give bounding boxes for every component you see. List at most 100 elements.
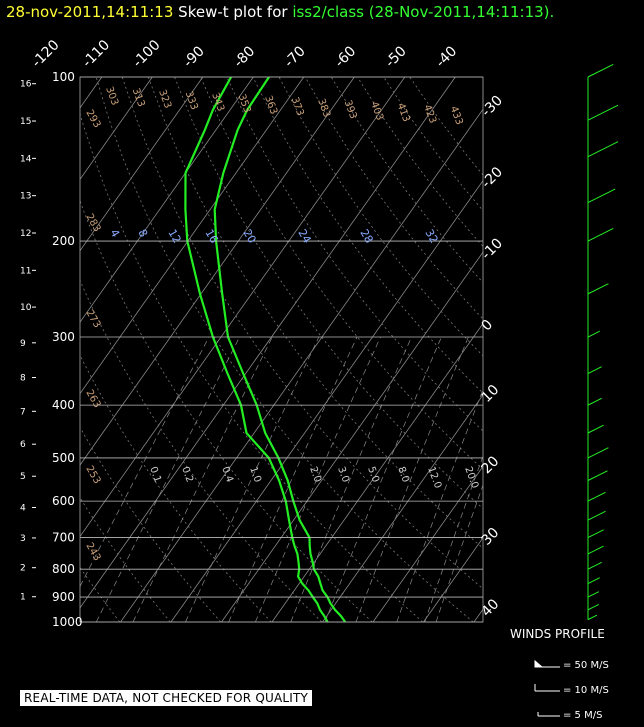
top-temp-label: -60 <box>332 43 359 70</box>
quality-note: REAL-TIME DATA, NOT CHECKED FOR QUALITY <box>20 690 313 706</box>
lower-mixing-ratio-label: 0.4 <box>219 465 235 484</box>
pressure-tick-label: 400 <box>52 398 75 412</box>
mixing-ratio-line <box>228 336 358 622</box>
mixing-ratio-line <box>424 455 483 622</box>
isotherm-line <box>80 77 103 109</box>
mixing-ratio-label: 32 <box>422 227 440 246</box>
dry-adiabat-label: 273 <box>83 308 102 330</box>
isotherm-line <box>80 77 254 323</box>
height-tick-label: 16 <box>20 80 32 90</box>
wind-barb <box>587 545 604 555</box>
wind-barb <box>587 491 606 502</box>
right-temp-label: 30 <box>479 525 503 549</box>
height-tick-label: 4 <box>20 503 26 513</box>
mixing-ratio-label: 24 <box>295 227 313 246</box>
barb-legend-5: = 5 M/S <box>563 710 603 721</box>
top-temp-label: -50 <box>382 43 409 70</box>
title-bar: 28-nov-2011,14:11:13 Skew-t plot for iss… <box>6 3 554 21</box>
dry-adiabat-label: 373 <box>289 96 306 118</box>
wind-barb <box>587 366 602 374</box>
height-tick-label: 1 <box>20 593 26 603</box>
barb-legend-10: = 10 M/S <box>563 685 609 696</box>
height-tick-label: 6 <box>20 440 26 450</box>
dry-adiabat-label: 363 <box>262 94 279 116</box>
plot-frame <box>79 76 484 623</box>
wind-barb <box>587 470 608 481</box>
wind-barb <box>587 283 609 295</box>
dry-adiabat <box>174 77 483 510</box>
lower-mixing-ratio-label: 12.0 <box>425 465 443 490</box>
height-tick-label: 15 <box>20 117 31 127</box>
mixing-ratio-label: 4 <box>107 227 122 240</box>
dry-adiabat <box>80 426 222 622</box>
wind-barb <box>587 577 600 584</box>
mixing-ratio-line <box>396 388 483 622</box>
lower-mixing-ratio-label: 5.0 <box>365 465 381 484</box>
dry-adiabat-label: 403 <box>368 100 385 122</box>
mixing-ratio-line <box>435 483 483 622</box>
right-temp-label: 0 <box>479 317 497 335</box>
dry-adiabat <box>357 77 483 247</box>
lower-mixing-ratio-label: 0.2 <box>179 465 195 484</box>
isotherm-line <box>423 537 483 622</box>
mixing-ratio-line <box>185 336 320 622</box>
dry-adiabat-label: 333 <box>183 90 200 112</box>
wind-barb <box>587 141 619 158</box>
wind-barb <box>587 614 598 621</box>
dry-adiabat <box>80 199 373 622</box>
isotherm-line <box>80 77 204 252</box>
top-temp-label: -90 <box>180 43 207 70</box>
right-temp-label: 10 <box>479 382 503 406</box>
wind-barb <box>587 228 614 242</box>
isotherm-line <box>221 251 483 622</box>
isotherm-line <box>80 77 153 180</box>
wind-barb <box>587 63 614 78</box>
pressure-tick-label: 500 <box>52 451 75 465</box>
temperature-profile-line <box>213 77 347 622</box>
isotherm-line <box>80 77 355 466</box>
wind-barb <box>587 510 606 521</box>
dry-adiabat-label: 293 <box>83 108 102 130</box>
source-label: iss2/class (28-Nov-2011,14:11:13). <box>292 3 555 21</box>
lower-mixing-ratio-label: 2.0 <box>307 465 323 484</box>
dry-adiabat-label: 413 <box>395 102 412 124</box>
dry-adiabat <box>95 77 474 622</box>
isotherm-line <box>80 77 305 395</box>
height-tick-label: 14 <box>20 154 32 164</box>
isotherm-line <box>322 394 483 622</box>
isotherm-line <box>170 180 483 622</box>
pressure-tick-label: 1000 <box>52 615 83 629</box>
mixing-ratio-line <box>95 336 240 622</box>
dry-adiabat <box>304 77 483 320</box>
top-temp-label: -70 <box>281 43 308 70</box>
pressure-tick-label: 200 <box>52 234 75 248</box>
wind-barb <box>587 561 602 570</box>
winds-profile-label: WINDS PROFILE <box>510 627 605 641</box>
mixing-ratio-label: 12 <box>165 227 183 246</box>
height-tick-label: 9 <box>20 339 26 349</box>
height-tick-label: 11 <box>20 266 31 276</box>
wind-barb <box>587 330 600 338</box>
pressure-tick-label: 600 <box>52 494 75 508</box>
dry-adiabat <box>383 77 483 212</box>
pressure-tick-label: 100 <box>52 70 75 84</box>
skew-t-chart: 1002003004005006007008009001000123456789… <box>20 37 619 629</box>
wind-barb <box>587 397 602 406</box>
top-temp-label: -100 <box>130 37 164 71</box>
lower-mixing-ratio-label: 8.0 <box>395 465 411 484</box>
mixing-ratio-label: 28 <box>357 227 375 246</box>
height-tick-label: 3 <box>20 534 26 544</box>
lower-mixing-ratio-label: 1.0 <box>247 465 263 484</box>
dry-adiabat-label: 283 <box>83 212 102 234</box>
barb-legend-icons <box>534 659 560 717</box>
isotherm-line <box>80 77 406 538</box>
dry-adiabat-label: 393 <box>342 99 359 121</box>
wind-barb <box>587 447 609 459</box>
isotherm-line <box>80 77 456 609</box>
mixing-ratio-label: 16 <box>202 227 220 246</box>
right-temp-label: 20 <box>479 453 503 477</box>
lower-mixing-ratio-label: 0.1 <box>147 465 163 484</box>
mixing-ratio-line <box>132 336 273 622</box>
top-temp-label: -110 <box>79 37 113 71</box>
isotherm-line <box>473 608 483 622</box>
